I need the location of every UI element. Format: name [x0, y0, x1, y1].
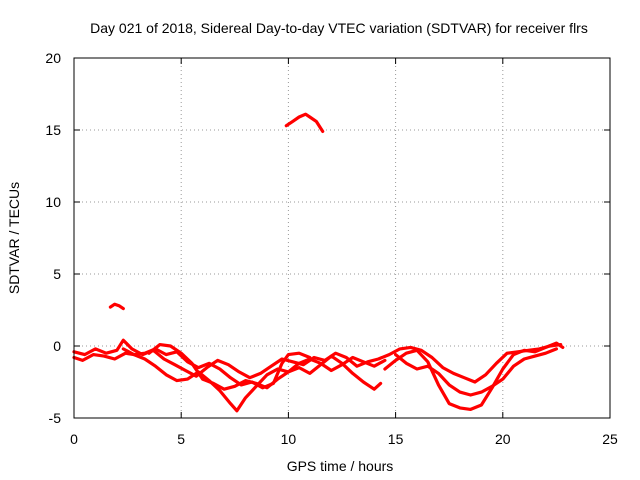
series-line-track-8 [108, 302, 125, 311]
x-tick-label: 20 [495, 431, 511, 447]
x-tick-label: 5 [177, 431, 185, 447]
y-tick-label: 5 [53, 266, 61, 282]
y-tick-label: -5 [49, 410, 62, 426]
x-tick-label: 0 [70, 431, 78, 447]
y-tick-label: 0 [53, 338, 61, 354]
x-tick-label: 10 [281, 431, 297, 447]
y-tick-label: 15 [45, 122, 61, 138]
y-axis-label: SDTVAR / TECUs [6, 182, 22, 294]
chart-title: Day 021 of 2018, Sidereal Day-to-day VTE… [90, 20, 588, 36]
y-tick-label: 20 [45, 50, 61, 66]
plot-frame [73, 57, 611, 419]
series-line-track-3 [121, 347, 312, 390]
series-layer [72, 112, 565, 413]
tick-layer: 0 5 10 15 20 25 -5 0 5 10 15 20 [45, 50, 618, 447]
x-tick-label: 15 [388, 431, 404, 447]
series-line-track-6 [394, 347, 559, 397]
x-tick-label: 25 [602, 431, 618, 447]
series-line-track-7 [284, 112, 325, 133]
y-tick-label: 10 [45, 194, 61, 210]
series-line-track-4 [147, 343, 387, 391]
series-line-track-5 [383, 341, 565, 411]
x-axis-label: GPS time / hours [287, 458, 394, 474]
series-line-track-2 [72, 351, 383, 413]
